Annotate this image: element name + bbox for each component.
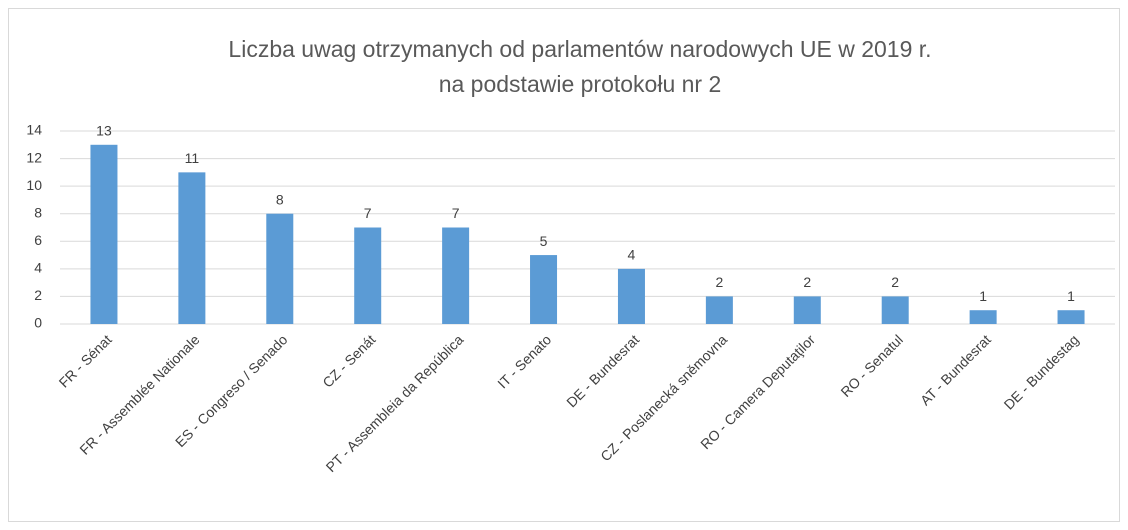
data-label: 7 — [364, 205, 372, 221]
data-label: 13 — [96, 122, 112, 138]
data-label: 2 — [715, 274, 723, 290]
bar — [266, 213, 294, 324]
y-tick-label: 8 — [34, 204, 42, 220]
data-label: 5 — [540, 233, 548, 249]
data-label: 7 — [452, 205, 460, 221]
bar — [705, 296, 733, 324]
bar — [530, 255, 558, 324]
chart-title: na podstawie protokołu nr 2 — [439, 71, 722, 97]
bar — [793, 296, 821, 324]
data-label: 4 — [628, 247, 636, 263]
y-tick-label: 4 — [34, 260, 42, 276]
bar — [442, 227, 470, 324]
chart-title: Liczba uwag otrzymanych od parlamentów n… — [228, 36, 931, 62]
y-tick-label: 6 — [34, 232, 42, 248]
y-tick-label: 2 — [34, 287, 42, 303]
bar — [617, 268, 645, 324]
data-label: 2 — [891, 274, 899, 290]
bar — [1057, 310, 1085, 324]
bar — [178, 172, 206, 324]
data-label: 2 — [803, 274, 811, 290]
data-label: 1 — [979, 288, 987, 304]
data-label: 1 — [1067, 288, 1075, 304]
bar — [90, 144, 118, 324]
y-tick-label: 12 — [26, 149, 42, 165]
data-label: 11 — [185, 150, 200, 166]
y-tick-label: 14 — [26, 122, 42, 138]
y-tick-label: 0 — [34, 315, 42, 331]
bar — [881, 296, 909, 324]
bar — [354, 227, 382, 324]
bar — [969, 310, 997, 324]
data-label: 8 — [276, 191, 284, 207]
y-tick-label: 10 — [26, 177, 42, 193]
